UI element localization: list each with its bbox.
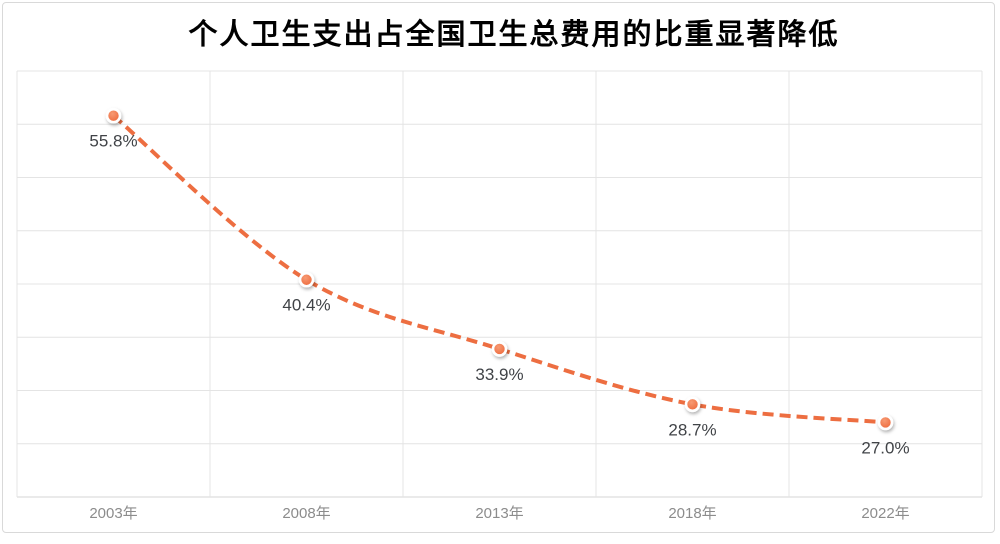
series-layer	[105, 107, 894, 431]
data-point-marker	[298, 271, 315, 288]
x-axis-label: 2003年	[89, 505, 137, 522]
data-label: 33.9%	[475, 365, 523, 384]
chart-title: 个人卫生支出占全国卫生总费用的比重显著降低	[188, 19, 840, 51]
label-layer: 55.8% 40.4% 33.9% 28.7% 27.0% 2003年 2008年 2013年…	[89, 132, 909, 522]
x-axis-label: 2022年	[861, 505, 909, 522]
data-point-marker	[105, 107, 122, 124]
data-point-marker	[877, 414, 894, 431]
grid-layer	[16, 70, 983, 498]
x-axis-label: 2008年	[282, 505, 330, 522]
data-label: 28.7%	[668, 420, 716, 439]
x-axis-label: 2013年	[475, 505, 523, 522]
data-label: 27.0%	[861, 438, 909, 457]
data-point-marker	[684, 396, 701, 413]
x-axis-label: 2018年	[668, 505, 716, 522]
data-label: 40.4%	[282, 296, 330, 315]
data-label: 55.8%	[89, 132, 137, 151]
chart-card	[2, 2, 995, 533]
data-point-marker	[491, 341, 508, 357]
